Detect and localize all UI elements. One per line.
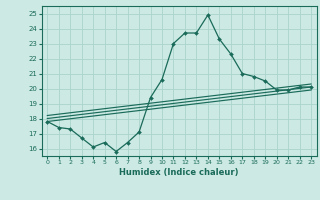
X-axis label: Humidex (Indice chaleur): Humidex (Indice chaleur) xyxy=(119,168,239,177)
